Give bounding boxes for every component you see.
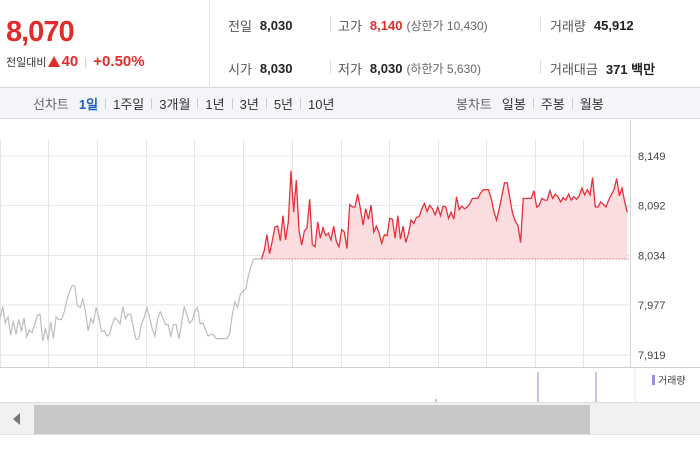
y-tick-label: 8,149 [638,151,666,163]
change-amount: 40 [61,53,79,70]
y-tick-label: 8,092 [638,200,666,212]
stat-low: 저가 8,030 (하한가 5,630) [338,59,481,78]
volume-legend-label: 거래량 [658,376,686,387]
volume-canvas [435,368,636,404]
quote-header: 8,070 전일대비 40 | +0.50% 전일 8,030 고가 8,140… [0,0,700,88]
period-10y[interactable]: 10년 [308,97,335,112]
stat-prev-close: 전일 8,030 [228,16,292,35]
scroll-left-button[interactable] [0,403,32,434]
chart-area [261,170,628,259]
line-chart-title: 선차트 [33,97,69,112]
stat-label: 전일 [228,19,252,34]
upper-limit: (상한가 10,430) [406,19,488,33]
divider [540,60,541,74]
price-line [260,170,628,260]
period-1y[interactable]: 1년 [205,97,225,112]
period-3m[interactable]: 3개월 [159,97,191,112]
y-axis: 8,149 8,092 8,034 7,977 7,919 [630,120,666,367]
up-arrow-icon [48,56,61,67]
stat-label: 저가 [338,62,362,77]
stat-value: 8,030 [259,18,293,33]
line-chart-periods: 선차트 1일 1주일 3개월 1년 3년 5년 10년 [33,88,334,119]
divider [265,98,267,109]
period-5y[interactable]: 5년 [273,97,294,112]
stat-open: 시가 8,030 [228,59,292,78]
change-rate: +0.50% [93,53,145,70]
current-price: 8,070 [6,16,75,48]
change-label: 전일대비 [6,56,47,69]
divider [231,98,233,109]
divider [105,98,107,109]
divider [151,98,153,109]
change-row: 전일대비 40 | +0.50% [6,53,145,70]
stat-high: 고가 8,140 (상한가 10,430) [338,16,488,35]
candle-daily[interactable]: 일봉 [501,97,526,112]
volume-legend-swatch [652,374,655,385]
period-1w[interactable]: 1주일 [113,97,145,112]
lower-limit: (하한가 5,630) [406,62,481,76]
candle-chart-periods: 봉차트 일봉 주봉 월봉 [456,88,604,119]
stat-volume: 거래량 45,912 [550,16,634,35]
stat-value: 8,030 [259,61,293,76]
stat-label: 고가 [338,19,362,34]
divider [330,60,331,74]
chart-scrollbar[interactable] [0,402,700,435]
divider [540,17,541,31]
volume-legend: 거래량 [652,372,686,387]
chart-lines [0,170,630,342]
y-tick-label: 7,977 [638,300,666,312]
period-3y[interactable]: 3년 [239,97,259,112]
intraday-chart[interactable]: 8,149 8,092 8,034 7,977 7,919 [0,120,700,367]
scroll-thumb[interactable] [34,405,590,434]
volume-panel [0,367,700,404]
divider [197,98,199,109]
y-tick-label: 7,919 [638,350,666,362]
change-divider: | [84,54,88,69]
chart-toolbar: 선차트 1일 1주일 3개월 1년 3년 5년 10년 봉차트 일봉 주봉 월봉 [0,88,700,119]
stat-value: 8,030 [369,61,403,76]
stat-label: 시가 [228,62,252,77]
stat-trade-value: 거래대금 371 백만 [550,59,655,78]
stat-label: 거래량 [550,19,586,34]
chevron-left-icon [12,412,20,425]
stat-value: 45,912 [593,18,634,33]
chart-canvas: 8,149 8,092 8,034 7,977 7,919 [0,120,666,367]
current-price-box: 8,070 전일대비 40 | +0.50% [0,0,210,88]
stat-value: 8,140 [369,18,403,33]
divider [571,98,573,109]
y-tick-label: 8,034 [638,251,666,263]
pre-open-price-line [0,258,262,342]
stat-value: 371 백만 [605,62,656,77]
divider [330,17,331,31]
candle-monthly[interactable]: 월봉 [579,97,604,112]
price-area-fill [261,170,628,259]
divider [532,98,534,109]
candle-chart-title: 봉차트 [456,97,492,112]
period-1d[interactable]: 1일 [78,97,99,112]
stat-label: 거래대금 [550,62,598,77]
candle-weekly[interactable]: 주봉 [540,97,565,112]
divider [300,98,302,109]
